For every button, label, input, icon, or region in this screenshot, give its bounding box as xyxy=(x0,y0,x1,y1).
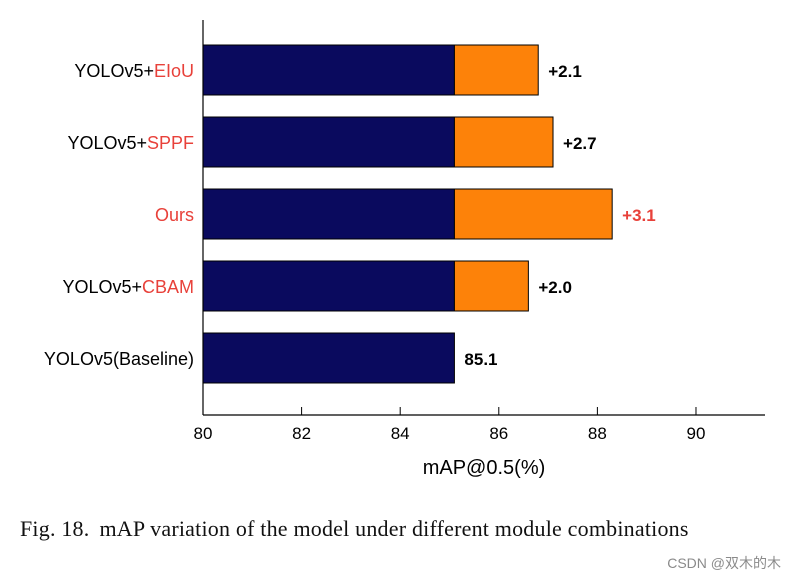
x-tick-label-1: 82 xyxy=(292,424,311,443)
data-label-3: +2.0 xyxy=(538,278,572,297)
bar-chart: +2.1 YOLOv5+EIoU +2.7 YOLOv5+SPPF +3.1 Ours +2… xyxy=(44,20,765,479)
category-label-0: YOLOv5+EIoU xyxy=(74,61,194,81)
x-tick-label-0: 80 xyxy=(194,424,213,443)
caption-label: Fig. 18. xyxy=(20,516,90,541)
category-label-4: YOLOv5(Baseline) xyxy=(44,349,194,369)
data-label-2: +3.1 xyxy=(622,206,656,225)
category-label-prefix: YOLOv5(Baseline) xyxy=(44,349,194,369)
data-label-1: +2.7 xyxy=(563,134,597,153)
category-label-highlight: Ours xyxy=(155,205,194,225)
x-tick-label-4: 88 xyxy=(588,424,607,443)
bar-baseline-0 xyxy=(202,44,455,96)
category-label-3: YOLOv5+CBAM xyxy=(62,277,194,297)
chart-canvas: +2.1YOLOv5+EIoU+2.7YOLOv5+SPPF+3.1Ours+2… xyxy=(44,20,765,479)
bar-improvement-0 xyxy=(453,44,539,96)
x-tick-label-3: 86 xyxy=(489,424,508,443)
category-label-highlight: EIoU xyxy=(154,61,194,81)
bar-improvement-2 xyxy=(453,188,613,240)
bar-improvement-3 xyxy=(453,260,529,312)
data-label-4: 85.1 xyxy=(464,350,497,369)
figure-caption: Fig. 18. mAP variation of the model under… xyxy=(20,516,689,542)
bar-baseline-3 xyxy=(202,260,455,312)
x-axis-title: mAP@0.5(%) xyxy=(423,457,546,479)
category-label-prefix: YOLOv5+ xyxy=(67,133,147,153)
bar-improvement-1 xyxy=(453,116,554,168)
watermark: CSDN @双木的木 xyxy=(667,555,781,571)
caption-text: mAP variation of the model under differe… xyxy=(99,516,689,541)
category-label-2: Ours xyxy=(155,205,194,225)
category-label-prefix: YOLOv5+ xyxy=(62,277,142,297)
category-label-highlight: SPPF xyxy=(147,133,194,153)
x-tick-label-5: 90 xyxy=(687,424,706,443)
category-label-prefix: YOLOv5+ xyxy=(74,61,154,81)
bar-baseline-1 xyxy=(202,116,455,168)
x-tick-label-2: 84 xyxy=(391,424,410,443)
bar-baseline-2 xyxy=(202,188,455,240)
bar-baseline-4 xyxy=(202,332,455,384)
category-label-highlight: CBAM xyxy=(142,277,194,297)
data-label-0: +2.1 xyxy=(548,62,582,81)
category-label-1: YOLOv5+SPPF xyxy=(67,133,194,153)
